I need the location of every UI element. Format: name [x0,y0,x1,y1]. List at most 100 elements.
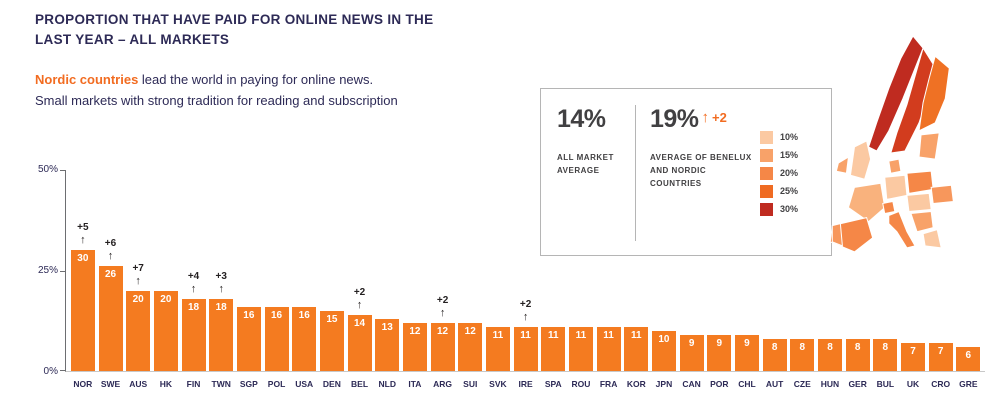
x-axis-label: GER [848,379,867,389]
bar-value: 11 [492,330,504,341]
map-region-uk [849,140,872,180]
map-region-finland [918,55,950,132]
bar-value: 13 [381,322,393,333]
bar-column: 11 SVK [484,170,512,389]
subtitle-rest: lead the world in paying for online news… [138,72,374,87]
bar: 12 [430,323,455,371]
bar-value: 16 [298,310,310,321]
bar-column: 7 CRO [927,170,955,389]
annotation-delta: +2 [436,295,449,306]
map-region-central-europe [906,192,932,213]
bar: 15 [319,311,344,371]
x-axis-label: BUL [876,379,895,389]
bar-value: 7 [910,346,916,357]
map-legend: 10% 15% 20% 25% 30% [760,105,798,241]
x-axis-label: FIN [186,379,201,389]
up-arrow-icon: ↑ [80,234,86,246]
stat-delta: +2 [712,110,727,125]
bar-value: 9 [716,338,723,349]
legend-label: 30% [780,204,799,214]
bar: 26 [98,266,123,371]
bar-column: +2 ↑ 14 BEL [346,170,374,389]
bar-value: 15 [326,314,338,325]
bar: 20 [126,291,151,371]
bar: 9 [734,335,759,371]
legend-label: 10% [780,132,799,142]
bar-value: 8 [854,342,861,353]
bar-column: 9 POR [705,170,733,389]
x-axis-label: ROU [571,379,591,389]
x-axis-label: SUI [463,379,478,389]
y-axis-tick [60,170,66,171]
bar: 11 [624,327,649,371]
annotation-delta: +3 [215,271,227,282]
bar-value: 11 [630,330,642,341]
bar-column: +6 ↑ 26 SWE [97,170,125,389]
bar-value: 16 [270,310,283,321]
map-region-france [847,182,886,223]
bar: 16 [264,307,289,371]
bar-column: 11 ROU [567,170,595,389]
bar: 7 [900,343,925,371]
y-axis-tick-label: 50% [37,164,58,175]
up-arrow-icon: ↑ [439,307,446,319]
x-axis-label: NLD [378,379,396,389]
x-axis-label: AUS [129,379,148,389]
bar-column: +5 ↑ 30 NOR [69,170,97,389]
bar-column: +7 ↑ 20 AUS [124,170,152,389]
bar: 11 [485,327,510,371]
map-region-romania [930,184,954,205]
bars: +5 ↑ 30 NOR +6 ↑ 26 SWE +7 ↑ 20 AUS 20 HK +4 ↑ 18 FIN +3 ↑ 1… [66,170,985,389]
bar: 12 [402,323,427,371]
legend-item: 25% [760,184,798,198]
legend-swatch [760,130,773,144]
x-axis-label: SGP [239,379,258,389]
bar-column: 16 POL [263,170,291,389]
bar-column: 11 SPA [539,170,567,389]
bar: 8 [845,339,870,371]
x-axis-label: POR [710,379,729,389]
x-axis-label: KOR [626,379,646,389]
bar: 13 [375,319,400,371]
bar-column: 9 CHL [733,170,761,389]
bar-value: 30 [77,253,89,264]
map-region-switzerland [882,200,896,215]
x-axis-label: DEN [322,379,341,389]
legend-item: 10% [760,130,799,144]
bar: 9 [707,335,732,371]
x-axis-label: NOR [73,379,93,389]
up-arrow-icon: ↑ [135,275,141,287]
bar: 16 [236,307,261,371]
x-axis-label: IRE [518,379,533,389]
bar-annotation: +2 ↑ [512,300,540,323]
legend-label: 20% [780,168,799,178]
bar: 9 [679,335,704,371]
bar-value: 12 [409,326,421,337]
x-axis-label: CZE [793,379,811,389]
bar-column: 8 CZE [788,170,816,389]
bar-value: 16 [243,310,255,321]
bar-value: 26 [104,269,117,280]
bar: 18 [181,299,206,371]
stat-value: 19% [650,105,699,133]
x-axis-label: GRE [959,379,978,389]
bar-annotation: +2 ↑ [429,296,457,319]
annotation-delta: +4 [187,271,200,282]
bar-annotation: +4 ↑ [180,272,208,295]
bar-value: 9 [688,338,695,349]
map-region-norway [868,35,924,152]
up-arrow-icon: ↑ [356,299,363,311]
annotation-delta: +6 [104,238,117,249]
bar-column: 8 GER [844,170,872,389]
x-axis-label: ITA [408,379,422,389]
bar-value: 18 [215,302,227,313]
page-title: PROPORTION THAT HAVE PAID FOR ONLINE NEW… [35,10,505,51]
vertical-divider [635,105,636,241]
up-arrow-icon: ↑ [218,283,224,295]
europe-map-svg [829,35,954,253]
y-axis-tick-label: 0% [43,366,58,377]
bar-value: 12 [437,326,449,337]
annotation-delta: +2 [353,287,366,298]
bar: 18 [209,299,234,371]
